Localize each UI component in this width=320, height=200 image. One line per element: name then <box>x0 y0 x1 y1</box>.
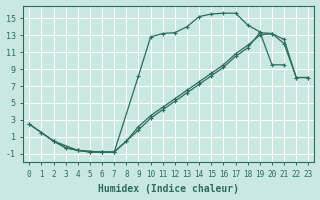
X-axis label: Humidex (Indice chaleur): Humidex (Indice chaleur) <box>98 184 239 194</box>
